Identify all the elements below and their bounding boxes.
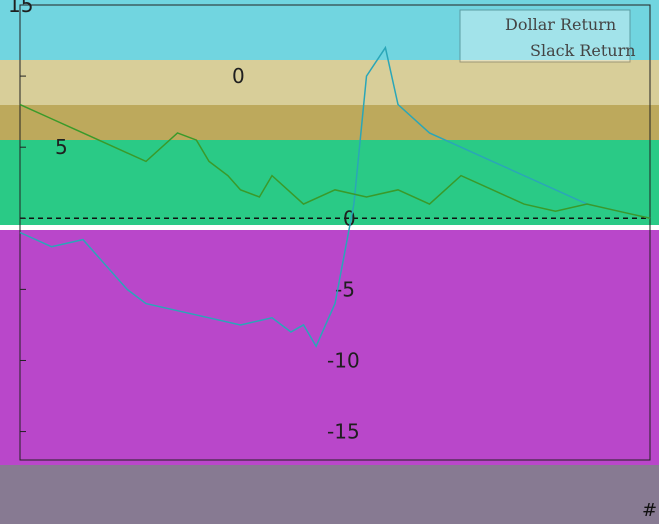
band-cyan [0, 0, 659, 60]
y-tick-label: 15 [8, 0, 33, 17]
y-tick-label: -5 [335, 277, 355, 301]
y-tick-label: 5 [55, 135, 68, 159]
legend-box [459, 9, 631, 63]
series-lines [19, 45, 651, 348]
legend-entry-dollar-return: Dollar Return [505, 15, 616, 34]
legend: Dollar Return Slack Return [459, 9, 636, 63]
x-axis-label: # [642, 500, 657, 521]
band-bottom [0, 465, 659, 524]
y-tick-label: 0 [232, 64, 245, 88]
series-line-0 [19, 45, 651, 348]
series-line-1 [19, 103, 651, 220]
y-tick-label: -15 [327, 420, 360, 444]
band-green [0, 140, 659, 225]
band-olive-1 [0, 60, 659, 105]
y-tick-label: -10 [327, 348, 360, 372]
legend-entry-slack-return: Slack Return [530, 41, 636, 60]
band-olive-2 [0, 105, 659, 140]
